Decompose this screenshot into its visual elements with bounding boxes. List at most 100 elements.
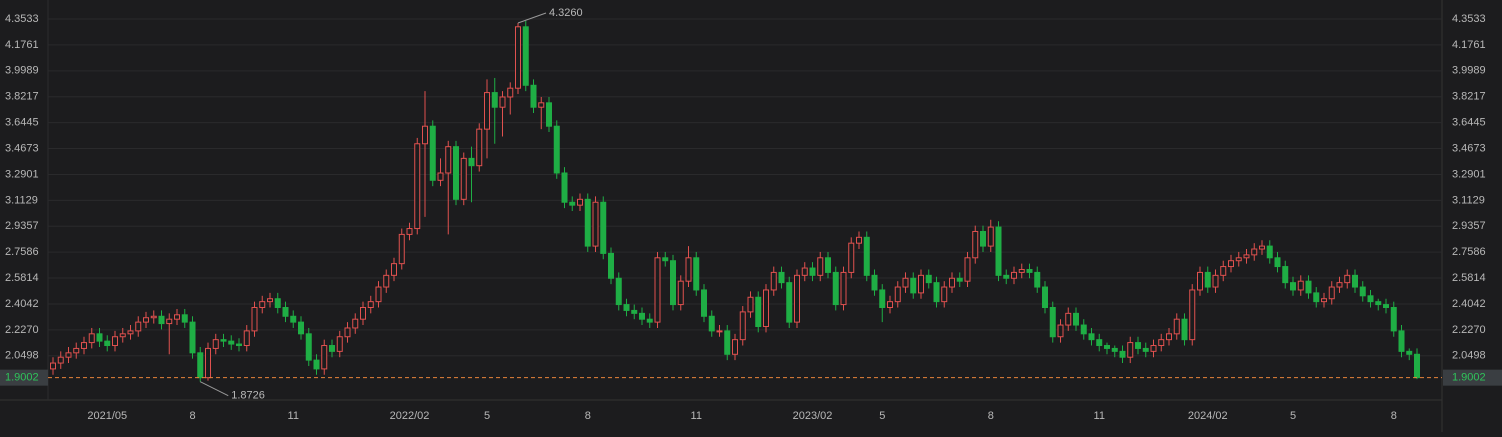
candle-body [894,286,901,303]
candle-body [453,146,459,200]
candle-body [933,282,940,303]
last-price-box-right [1443,369,1502,386]
candle-body [243,330,250,347]
x-tick-label: 11 [691,410,702,422]
candle-body [1189,289,1196,341]
y-tick-label: 2.4042 [5,298,39,310]
last-price-box [0,369,48,386]
candle-body [801,267,808,276]
y-tick-label: 2.0498 [5,350,39,362]
candle-body [1375,301,1382,306]
candle-body [112,336,118,347]
candle-body [1251,248,1258,256]
candle-body [778,271,785,284]
candle-body [197,352,204,379]
x-tick-label: 5 [879,410,885,422]
candle-body [1142,347,1149,352]
candle-body [65,352,72,358]
candle-body [716,330,723,333]
candle-body [321,345,328,370]
candle-body [600,201,607,254]
x-tick-label: 2024/02 [1188,410,1228,422]
y-tick-label-right: 3.4673 [1452,142,1486,154]
y-tick-label: 2.5814 [5,272,39,284]
candle-body [437,172,444,181]
candle-body [375,286,382,303]
x-tick-label: 8 [585,410,591,422]
candle-body [987,226,994,247]
y-tick-label: 4.1761 [5,39,39,51]
candle-body [158,315,165,325]
candle-body [724,330,731,355]
candle-body [1197,271,1203,291]
x-tick-label: 2022/02 [390,410,430,422]
candle-body [290,315,297,323]
candle-body [352,318,359,329]
candle-body [104,340,111,347]
candle-body [863,236,870,276]
x-tick-label: 5 [1290,410,1296,422]
candle-body [522,26,529,86]
candle-body [530,84,537,108]
candle-body [406,228,413,235]
annotation-label: 1.8726 [231,390,265,402]
candle-body [972,230,979,259]
candle-body [476,128,483,167]
candle-body [398,233,405,265]
y-tick-label-right: 2.5814 [1452,272,1486,284]
candle-body [1096,339,1103,347]
candle-body [708,315,715,332]
x-tick-label: 2023/02 [793,410,833,422]
candle-body [367,301,374,308]
candle-body [1065,312,1072,326]
candle-body [81,342,87,349]
candle-body [1367,295,1374,303]
candle-body [569,201,576,206]
candle-body [360,307,366,320]
candle-body [267,298,273,303]
candle-body [414,143,421,230]
candle-body [871,274,878,291]
candle-body [1127,342,1134,358]
candle-body [980,230,986,247]
candle-body [685,257,692,282]
candle-body [956,277,963,282]
candle-body [654,257,661,323]
candle-body [608,252,614,279]
candle-body [577,198,583,206]
y-tick-label: 3.4673 [5,142,39,154]
candle-body [515,26,521,89]
candle-body [445,146,452,174]
candle-body [662,257,669,262]
candle-body [995,226,1002,276]
candle-body [786,282,793,323]
candle-body [584,198,591,247]
y-tick-label: 3.2901 [5,168,39,180]
candle-body [422,125,428,145]
candle-body [848,242,855,273]
y-tick-label: 2.2270 [5,324,39,336]
candle-body [1266,245,1273,259]
candle-body [1003,274,1010,279]
candle-body [1406,350,1413,355]
candle-body [1220,266,1227,276]
candle-body [491,92,498,108]
annotation-leader [200,381,229,397]
candle-body [941,286,948,303]
candle-body [1414,353,1420,379]
candle-body [949,277,955,288]
candle-body [344,327,351,338]
candle-body [879,289,886,309]
candle-body [817,257,824,276]
candle-body [693,257,700,291]
candle-body [732,339,738,355]
candle-body [1398,330,1405,352]
candle-body [1321,298,1327,303]
candle-body [329,345,335,352]
candle-body [677,280,684,306]
candle-body [282,307,289,317]
x-tick-label: 2021/05 [87,410,127,422]
candle-body [809,267,816,276]
candle-body [825,257,831,273]
